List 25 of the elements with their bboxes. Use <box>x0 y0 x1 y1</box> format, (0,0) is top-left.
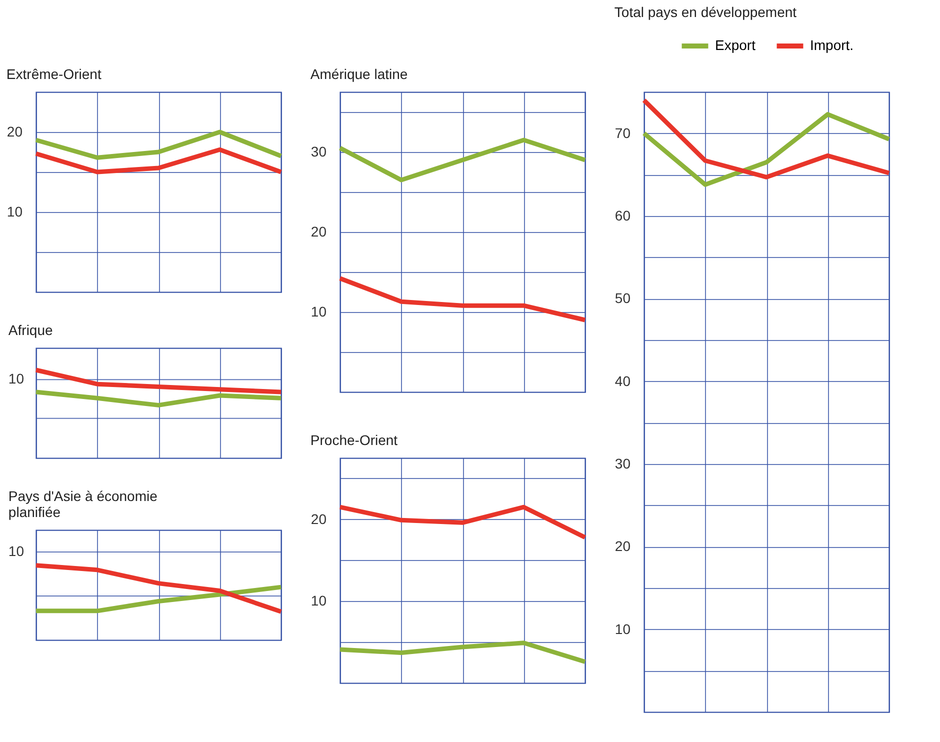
y-tick-label: 20 <box>614 538 631 554</box>
y-tick-label: 60 <box>614 208 631 224</box>
chart-title: Total pays en développement <box>614 4 797 20</box>
y-tick-label: 40 <box>614 372 631 389</box>
line-series <box>338 276 588 322</box>
chart-title: Proche-Orient <box>310 432 398 448</box>
y-tick-label: 10 <box>310 592 327 609</box>
y-tick-label: 30 <box>614 456 631 472</box>
y-tick-label: 50 <box>614 290 631 306</box>
legend-label: Export <box>715 37 756 53</box>
y-tick-label: 30 <box>310 144 327 160</box>
chart-title: Amérique latine <box>310 66 408 82</box>
line-series <box>338 138 588 182</box>
y-tick-label: 20 <box>310 510 327 527</box>
y-tick-label: 20 <box>310 224 327 240</box>
chart-title: Afrique <box>8 322 53 338</box>
chart-title: Extrême-Orient <box>6 66 102 82</box>
y-tick-label: 10 <box>310 304 327 320</box>
chart-title: Pays d'Asie à économie planifiée <box>8 488 158 520</box>
y-tick-label: 10 <box>614 620 631 637</box>
line-series <box>642 98 892 180</box>
line-series <box>642 112 892 187</box>
y-tick-label: 70 <box>614 124 631 141</box>
y-tick-label: 20 <box>6 124 23 140</box>
legend-label: Import. <box>810 37 854 53</box>
